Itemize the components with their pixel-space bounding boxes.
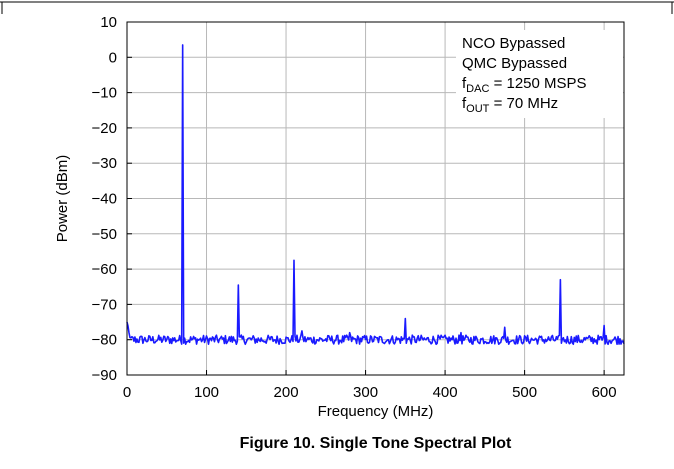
y-tick-label: 10 [100, 14, 117, 31]
annotation-line: fOUT = 70 MHz [462, 95, 558, 115]
annotation-box [456, 30, 623, 118]
y-tick-label: −50 [92, 226, 117, 243]
y-axis-ticks: 10 0 −10 −20 −30 −40 −50 −60 −70 −80 −90 [92, 14, 132, 384]
y-tick-label: −90 [92, 367, 117, 384]
annotation-line: QMC Bypassed [462, 55, 567, 72]
spectrum-trace [126, 44, 625, 346]
y-tick-label: −80 [92, 332, 117, 349]
y-tick-label: 0 [109, 49, 117, 66]
x-tick-label: 500 [512, 384, 537, 401]
x-tick-label: 0 [123, 384, 131, 401]
annotation-text: NCO Bypassed QMC Bypassed fDAC = 1250 MSPS… [462, 35, 587, 115]
x-axis-ticks: 0 100 200 300 400 500 600 [123, 370, 617, 401]
x-axis-label: Frequency (MHz) [318, 403, 434, 420]
x-tick-label: 200 [274, 384, 299, 401]
y-tick-label: −30 [92, 155, 117, 172]
x-tick-label: 300 [353, 384, 378, 401]
y-tick-label: −60 [92, 261, 117, 278]
y-axis-label: Power (dBm) [54, 155, 71, 243]
y-tick-label: −20 [92, 120, 117, 137]
annotation-line: NCO Bypassed [462, 35, 565, 52]
x-tick-label: 100 [194, 384, 219, 401]
x-tick-label: 600 [592, 384, 617, 401]
y-tick-label: −40 [92, 191, 117, 208]
x-tick-label: 400 [433, 384, 458, 401]
annotation-line: fDAC = 1250 MSPS [462, 75, 587, 95]
figure-caption: Figure 10. Single Tone Spectral Plot [240, 435, 512, 452]
y-tick-label: −10 [92, 85, 117, 102]
y-tick-label: −70 [92, 296, 117, 313]
